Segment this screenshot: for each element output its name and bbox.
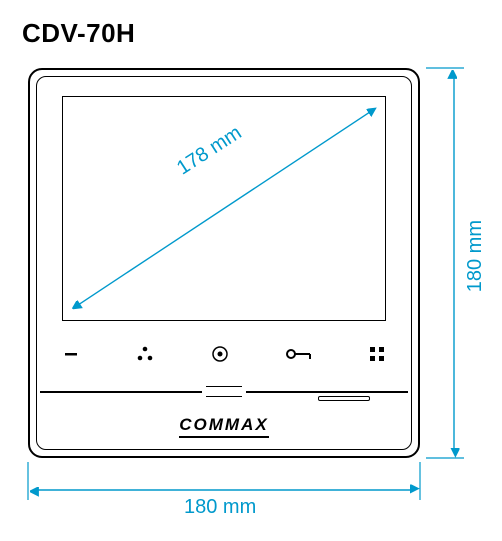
height-label: 180 mm xyxy=(464,220,487,292)
btn-dash-icon xyxy=(62,345,80,363)
buttons-row xyxy=(62,342,386,366)
speaker-slot xyxy=(318,396,370,401)
btn-key-icon xyxy=(285,346,313,362)
btn-monitor-icon xyxy=(368,345,386,363)
device-screen: 178 mm xyxy=(62,96,386,321)
btn-guard-icon xyxy=(135,345,155,363)
diagram-canvas: 178 mm xyxy=(20,60,484,520)
brand-label: COMMAX xyxy=(30,415,418,438)
btn-talk-icon xyxy=(210,344,230,364)
device-outline: 178 mm xyxy=(28,68,420,458)
product-title: CDV-70H xyxy=(22,18,135,49)
width-label: 180 mm xyxy=(184,496,256,519)
